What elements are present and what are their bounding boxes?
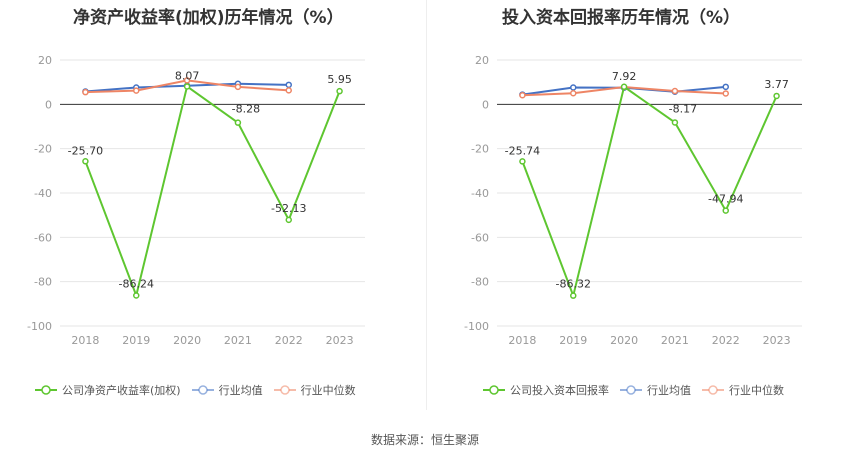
- industry-median-data-point: [183, 77, 191, 84]
- company-series-line: [84, 84, 341, 299]
- data-label: 7.92: [612, 70, 637, 83]
- x-tick-label: 2020: [173, 334, 201, 347]
- x-tick-label: 2023: [326, 334, 354, 347]
- y-tick-label: -40: [471, 187, 489, 200]
- industry-mean-data-point: [722, 83, 729, 91]
- data-label: -25.70: [68, 144, 103, 157]
- data-source-note: 数据来源：恒生聚源: [370, 433, 479, 447]
- roe-legend: 公司净资产收益率(加权) 行业均值 行业中位数: [34, 382, 366, 398]
- company-data-point: [620, 83, 628, 91]
- data-label: 8.07: [175, 69, 200, 82]
- x-tick-label: 2021: [224, 334, 252, 347]
- industry-median-data-point: [82, 88, 89, 96]
- data-label: -86.24: [119, 277, 154, 290]
- y-tick-label: -40: [34, 187, 52, 200]
- legend-label: 行业均值: [218, 384, 263, 397]
- x-tick-label: 2019: [559, 334, 587, 347]
- legend-line-marker-icon: [191, 385, 214, 395]
- industry-median-data-point: [671, 87, 679, 95]
- x-tick-label: 2018: [508, 334, 536, 347]
- company-data-point: [336, 87, 343, 95]
- legend-item[interactable]: 行业均值: [619, 382, 691, 398]
- x-tick-label: 2021: [661, 334, 689, 347]
- legend-line-marker-icon: [273, 385, 296, 395]
- y-tick-label: 0: [45, 98, 52, 111]
- data-label: -52.13: [271, 202, 306, 215]
- x-tick-label: 2022: [275, 334, 303, 347]
- legend-item[interactable]: 行业中位数: [273, 382, 356, 398]
- y-tick-label: -80: [471, 276, 489, 289]
- panel-divider: [426, 0, 427, 410]
- y-tick-label: -100: [27, 320, 52, 333]
- legend-label: 公司投入资本回报率: [510, 384, 609, 397]
- industry-median-data-point: [570, 90, 577, 97]
- legend-item[interactable]: 公司净资产收益率(加权): [34, 382, 181, 398]
- y-tick-label: -100: [464, 320, 489, 333]
- y-tick-label: 0: [482, 98, 489, 111]
- company-data-point: [234, 119, 242, 126]
- y-tick-label: 20: [475, 54, 489, 67]
- legend-item[interactable]: 行业均值: [191, 382, 263, 398]
- roic-legend: 公司投入资本回报率 行业均值 行业中位数: [482, 382, 794, 398]
- y-tick-label: -20: [471, 143, 489, 156]
- company-data-point: [183, 83, 191, 90]
- industry-median-data-point: [519, 91, 526, 99]
- y-tick-label: 20: [38, 54, 52, 67]
- company-series-line: [521, 85, 778, 300]
- legend-label: 行业中位数: [300, 384, 356, 397]
- y-tick-label: -60: [34, 231, 52, 244]
- company-data-point: [285, 216, 292, 224]
- x-tick-label: 2020: [610, 334, 638, 347]
- y-tick-label: -20: [34, 143, 52, 156]
- legend-label: 公司净资产收益率(加权): [62, 384, 181, 397]
- data-label: -25.74: [505, 144, 540, 157]
- data-label: -8.17: [669, 102, 697, 115]
- industry-median-data-point: [133, 87, 140, 94]
- company-data-point: [773, 92, 780, 100]
- data-label: 5.95: [327, 73, 352, 86]
- company-data-point: [671, 119, 679, 126]
- company-data-point: [82, 158, 89, 165]
- company-data-point: [133, 292, 140, 299]
- data-label: 3.77: [764, 78, 789, 91]
- legend-label: 行业中位数: [729, 384, 784, 397]
- legend-label: 行业均值: [647, 384, 691, 397]
- data-label: -47.94: [708, 193, 743, 206]
- industry-mean-data-point: [570, 84, 577, 91]
- industry-median-data-point: [234, 83, 242, 91]
- data-label: -86.32: [556, 278, 591, 291]
- data-label: -8.28: [232, 103, 260, 116]
- y-tick-label: -80: [34, 276, 52, 289]
- legend-line-marker-icon: [483, 385, 505, 395]
- legend-line-marker-icon: [702, 385, 724, 395]
- company-data-point: [519, 158, 526, 165]
- legend-line-marker-icon: [35, 385, 57, 395]
- x-tick-label: 2019: [122, 334, 150, 347]
- legend-item[interactable]: 公司投入资本回报率: [482, 382, 609, 398]
- x-tick-label: 2022: [712, 334, 740, 347]
- industry-median-data-point: [722, 90, 729, 97]
- industry-median-data-point: [285, 87, 292, 94]
- chart-title-roe: 净资产收益率(加权)历年情况（%）: [73, 8, 344, 28]
- x-tick-label: 2023: [763, 334, 791, 347]
- y-tick-label: -60: [471, 231, 489, 244]
- chart-title-roic: 投入资本回报率历年情况（%）: [502, 8, 741, 28]
- legend-line-marker-icon: [620, 385, 642, 395]
- company-data-point: [570, 292, 577, 299]
- legend-item[interactable]: 行业中位数: [701, 382, 784, 398]
- company-data-point: [722, 207, 729, 214]
- x-tick-label: 2018: [71, 334, 99, 347]
